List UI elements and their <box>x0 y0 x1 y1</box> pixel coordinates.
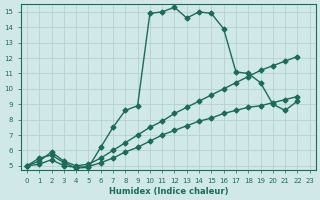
X-axis label: Humidex (Indice chaleur): Humidex (Indice chaleur) <box>108 187 228 196</box>
